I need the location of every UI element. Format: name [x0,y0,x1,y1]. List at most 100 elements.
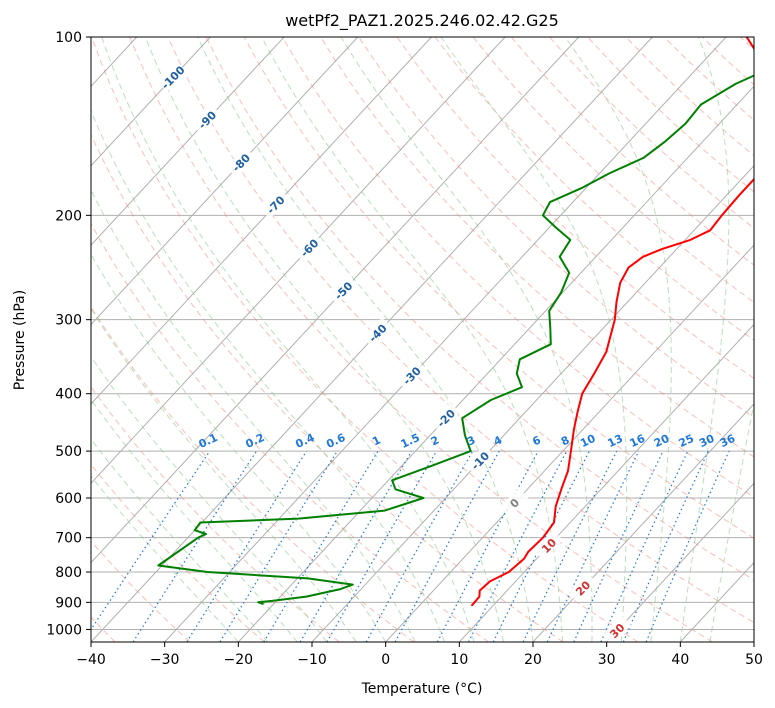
x-tick-label: 50 [745,652,763,668]
isotherm-line [91,37,580,564]
moist-adiabat-line [91,188,416,642]
isotherm-line [91,37,432,405]
y-tick-label: 400 [55,387,82,403]
y-tick-label: 900 [55,595,82,611]
dry-adiabat-line [91,222,489,642]
mixing-ratio-label: 16 [628,432,648,450]
mixing-ratio-line [573,450,664,642]
y-tick-label: 600 [55,491,82,507]
mixing-ratio-line [522,450,618,642]
moist-adiabat-line [197,37,534,642]
isotherm-line [753,641,754,642]
mixing-ratio-label: 36 [718,432,738,450]
moist-adiabat-lines [91,37,754,642]
dry-adiabat-line [91,540,191,642]
temperature-profile-line [471,37,754,607]
isotherm-label-bg [636,658,666,688]
moist-adiabat-line [144,37,504,642]
mixing-ratio-label: 13 [606,432,625,450]
x-tick-label: −30 [150,652,180,668]
x-tick-label: 30 [598,652,616,668]
y-axis-ticks: 100 200 300 400 500 600 700 800 900 1000 [46,30,91,638]
mixing-ratio-line [394,450,500,642]
y-tick-label: 200 [55,208,82,224]
moist-adiabat-line [101,37,475,642]
isotherm-line [532,403,754,642]
x-tick-label: 0 [381,652,390,668]
mixing-ratio-label: 1 [370,433,382,448]
moist-adiabat-line [261,37,563,642]
mixing-ratio-label: 25 [677,432,696,450]
dry-adiabat-line [91,133,564,642]
isotherm-line [91,37,285,246]
dry-adiabat-line [281,37,754,498]
dry-adiabat-line [701,37,754,86]
chart-title: wetPf2_PAZ1.2025.246.02.42.G25 [285,11,559,31]
mixing-ratio-line [219,450,338,642]
mixing-ratio-line [645,450,730,642]
x-tick-label: −10 [297,652,327,668]
y-tick-label: 1000 [46,622,82,638]
isotherm-label-bg [533,530,563,560]
mixing-ratio-label: 8 [559,433,571,448]
y-tick-label: 700 [55,531,82,547]
isotherm-line [679,561,754,642]
moist-adiabat-line [91,109,446,642]
dry-adiabat-line [205,37,754,581]
dry-adiabat-line [434,37,754,341]
mixing-ratio-label: 10 [578,432,598,450]
isotherm-line [91,37,359,326]
isotherm-label-bg [293,232,324,263]
isotherm-label-bg [430,402,461,433]
y-tick-label: 800 [55,565,82,581]
dry-adiabat-line [396,37,754,380]
x-tick-label: −20 [224,652,254,668]
mixing-ratio-line [365,450,474,642]
dry-adiabat-line [549,37,754,229]
mixing-ratio-line [436,450,539,642]
isotherm-label: -100 [159,63,188,92]
dry-adiabat-line [91,386,340,642]
mixing-ratio-label: 2 [429,433,441,448]
isotherm-line [164,37,727,642]
isotherm-label-bg [225,147,256,177]
moist-adiabat-line [340,37,593,642]
mixing-ratio-label: 20 [652,432,672,450]
x-tick-label: 40 [671,652,689,668]
dry-adiabat-line [739,37,754,51]
x-tick-label: 20 [524,652,542,668]
y-axis-label: Pressure (hPa) [12,290,28,390]
isotherm-label-bg [396,360,426,390]
isotherm-label-bg [157,61,188,92]
mixing-ratio-label: 30 [697,432,717,450]
isotherm-line [606,482,754,642]
isotherm-label-bg [601,615,632,642]
mixing-ratio-label: 6 [530,433,543,448]
dry-adiabat-line [472,37,754,303]
isotherm-label-bg [464,445,495,475]
dry-adiabat-line [91,463,265,642]
mixing-ratio-label: 0.2 [243,431,266,451]
dry-adiabat-line [91,37,639,642]
isotherm-label-bg [327,275,358,305]
moist-adiabat-line [440,37,628,642]
plot-frame [90,36,755,643]
x-tick-label: 10 [450,652,468,668]
dry-adiabat-line [167,37,754,624]
isotherm-lines [91,37,754,642]
isotherm-label-bg [362,317,392,348]
dry-adiabat-line [129,37,713,642]
moist-adiabat-line [91,253,387,642]
moist-adiabat-line [679,37,730,642]
isotherm-line [91,37,211,167]
mixing-ratio-line [91,450,211,631]
dry-adiabat-lines [91,37,754,642]
moisture-profile-line [157,74,754,605]
isotherm-label-bg [260,189,290,219]
x-axis-label: Temperature (°C) [361,681,483,697]
y-tick-label: 100 [55,30,82,46]
isotherm-line [237,85,754,642]
x-axis-ticks: −40 −30 −20 −10 0 10 20 30 40 50 [76,642,763,668]
